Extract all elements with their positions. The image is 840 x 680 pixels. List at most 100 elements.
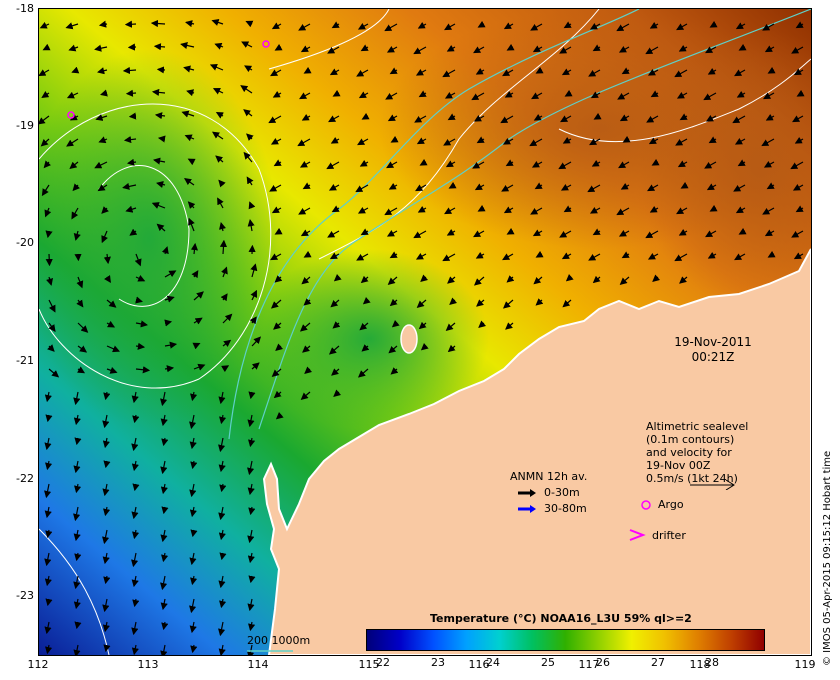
colorbar-tick: 22 xyxy=(376,656,390,669)
velocity-arrow xyxy=(676,91,688,99)
velocity-arrow xyxy=(74,621,82,630)
velocity-arrow xyxy=(503,22,514,30)
velocity-arrow xyxy=(160,598,168,611)
velocity-arrow xyxy=(181,110,195,118)
velocity-arrow xyxy=(357,22,369,30)
velocity-arrow xyxy=(103,460,111,469)
altimetric-line: 19-Nov 00Z xyxy=(646,459,711,472)
velocity-arrow xyxy=(500,115,514,124)
velocity-arrow xyxy=(71,66,80,74)
velocity-arrow xyxy=(153,157,166,165)
velocity-arrow xyxy=(472,161,485,169)
scale-arrow-icon xyxy=(690,479,735,490)
velocity-arrow xyxy=(221,266,228,278)
velocity-arrow xyxy=(39,69,50,76)
lon-tick-label: 119 xyxy=(794,658,816,671)
velocity-arrow xyxy=(477,20,486,28)
velocity-arrow xyxy=(415,252,427,260)
velocity-arrow xyxy=(648,137,659,145)
velocity-arrow xyxy=(156,223,166,232)
velocity-arrow xyxy=(218,575,226,589)
velocity-arrow xyxy=(134,253,142,267)
velocity-arrow xyxy=(297,138,311,147)
velocity-arrow xyxy=(251,362,260,370)
velocity-arrow xyxy=(219,222,227,232)
velocity-arrow xyxy=(128,112,137,120)
argo-legend: Argo xyxy=(640,498,684,511)
velocity-arrows xyxy=(39,19,805,655)
velocity-arrow xyxy=(122,182,137,190)
velocity-arrow xyxy=(705,114,717,122)
velocity-arrow xyxy=(563,21,572,29)
velocity-arrow xyxy=(442,253,456,262)
velocity-arrow xyxy=(326,161,340,170)
velocity-arrow xyxy=(652,274,660,282)
colorbar-tick: 27 xyxy=(651,656,665,669)
lat-tick-label: -23 xyxy=(16,589,34,602)
velocity-arrow xyxy=(473,276,485,286)
velocity-arrow xyxy=(764,229,775,237)
velocity-arrow xyxy=(164,341,178,349)
velocity-arrow xyxy=(273,390,282,399)
velocity-arrow xyxy=(125,89,137,97)
velocity-arrow xyxy=(187,201,196,209)
velocity-arrow xyxy=(385,92,398,100)
velocity-arrow xyxy=(157,135,166,143)
velocity-arrow xyxy=(530,23,543,31)
velocity-arrow xyxy=(248,621,256,632)
velocity-arrow xyxy=(102,483,110,497)
velocity-arrow xyxy=(506,227,515,235)
depth-legend-label: 200 1000m xyxy=(247,634,311,647)
lon-tick-label: 116 xyxy=(468,658,490,671)
velocity-arrow xyxy=(156,66,166,74)
velocity-arrow xyxy=(535,298,544,306)
velocity-arrow xyxy=(189,621,197,634)
velocity-arrow xyxy=(360,228,369,236)
velocity-arrow xyxy=(189,414,197,430)
velocity-arrow xyxy=(301,276,311,285)
velocity-arrow xyxy=(679,276,688,284)
velocity-arrow xyxy=(161,552,169,563)
anmn-legend-deep: 30-80m xyxy=(516,502,587,515)
velocity-arrow xyxy=(619,276,630,285)
velocity-arrow xyxy=(273,159,282,167)
velocity-arrow xyxy=(154,112,166,120)
velocity-arrow xyxy=(247,552,255,564)
velocity-arrow xyxy=(299,322,311,332)
velocity-arrow xyxy=(761,138,775,147)
velocity-arrow xyxy=(73,529,81,542)
velocity-arrow xyxy=(415,184,427,192)
sst-map-frame[interactable] xyxy=(38,8,812,656)
velocity-arrow xyxy=(247,529,255,544)
velocity-arrow xyxy=(68,44,79,52)
velocity-arrow xyxy=(303,298,312,306)
velocity-arrow xyxy=(69,161,79,170)
velocity-arrow xyxy=(738,43,747,51)
velocity-arrow xyxy=(160,529,168,543)
velocity-arrow xyxy=(506,275,515,283)
velocity-arrow xyxy=(102,552,110,565)
sst-map xyxy=(39,9,811,655)
velocity-arrow xyxy=(302,345,311,353)
velocity-arrow xyxy=(389,251,398,259)
velocity-arrow xyxy=(444,207,456,215)
velocity-arrow xyxy=(74,483,82,494)
velocity-arrow xyxy=(126,158,137,166)
velocity-arrow xyxy=(189,506,197,518)
velocity-arrow xyxy=(386,229,398,237)
velocity-arrow xyxy=(77,366,86,374)
velocity-arrow xyxy=(161,246,169,255)
velocity-arrow xyxy=(330,136,340,144)
velocity-arrow xyxy=(131,552,139,568)
lat-tick-label: -22 xyxy=(16,472,34,485)
velocity-arrow xyxy=(767,250,776,258)
velocity-arrow xyxy=(678,228,688,236)
velocity-arrow xyxy=(218,644,226,655)
velocity-arrow xyxy=(357,138,369,146)
colorbar-title: Temperature (°C) NOAA16_L3U 59% ql>=2 xyxy=(430,612,692,625)
velocity-arrow xyxy=(189,552,197,566)
lat-tick-label: -21 xyxy=(16,354,34,367)
velocity-arrow xyxy=(446,44,456,52)
velocity-arrow xyxy=(132,414,140,424)
velocity-arrow xyxy=(358,91,369,99)
